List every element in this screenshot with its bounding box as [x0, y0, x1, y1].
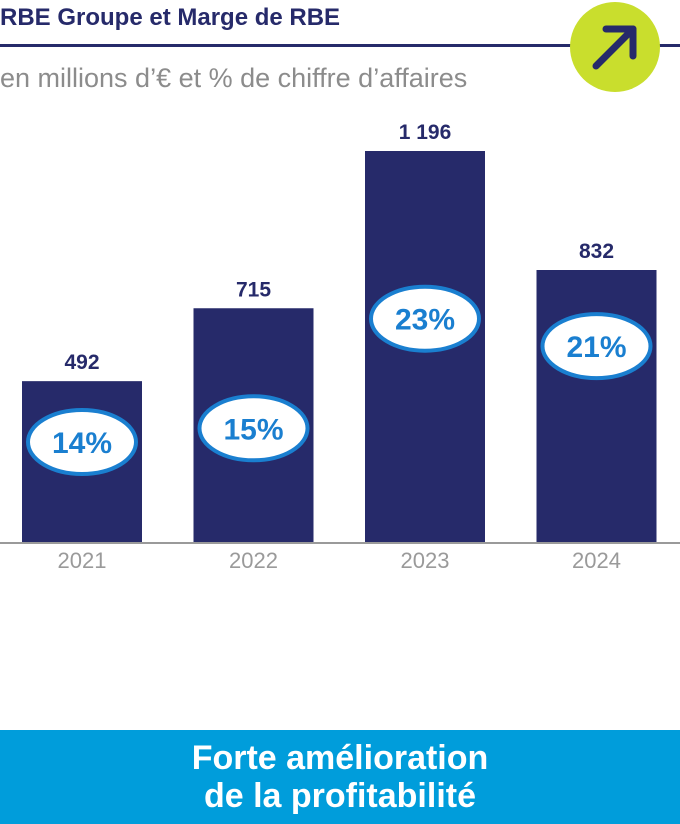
arrow-up-right-icon [570, 2, 660, 92]
tick-label-2024: 2024 [572, 548, 621, 573]
chart-subtitle: en millions d’€ et % de chiffre d’affair… [0, 63, 468, 93]
margin-label-2024: 21% [566, 331, 626, 364]
margin-label-2021: 14% [52, 427, 112, 460]
margin-ellipse-2024 [540, 312, 653, 381]
margin-ellipse-2023 [369, 284, 481, 353]
footer-line-1: Forte amélioration [191, 739, 489, 777]
value-label-2022: 715 [236, 278, 271, 301]
bar-chart: 492 14% 2021 715 15% 2022 1 196 23% 2023 832 21% 20… [0, 121, 680, 573]
footer-line-2: de la profitabilité [203, 777, 477, 815]
margin-ellipse-2021 [26, 407, 138, 476]
bar-2024 [536, 270, 657, 542]
title-divider [0, 44, 680, 47]
margin-ellipse-2022 [197, 394, 310, 463]
margin-label-2022: 15% [223, 413, 283, 446]
tick-label-2022: 2022 [229, 548, 278, 573]
value-label-2023: 1 196 [399, 121, 452, 144]
tick-label-2023: 2023 [401, 548, 450, 573]
value-label-2024: 832 [579, 240, 614, 263]
tick-label-2021: 2021 [58, 548, 107, 573]
value-label-2021: 492 [64, 351, 99, 374]
chart-title: RBE Groupe et Marge de RBE [0, 4, 341, 31]
footer-banner: Forte amélioration de la profitabilité [0, 730, 680, 824]
margin-label-2023: 23% [395, 304, 455, 337]
